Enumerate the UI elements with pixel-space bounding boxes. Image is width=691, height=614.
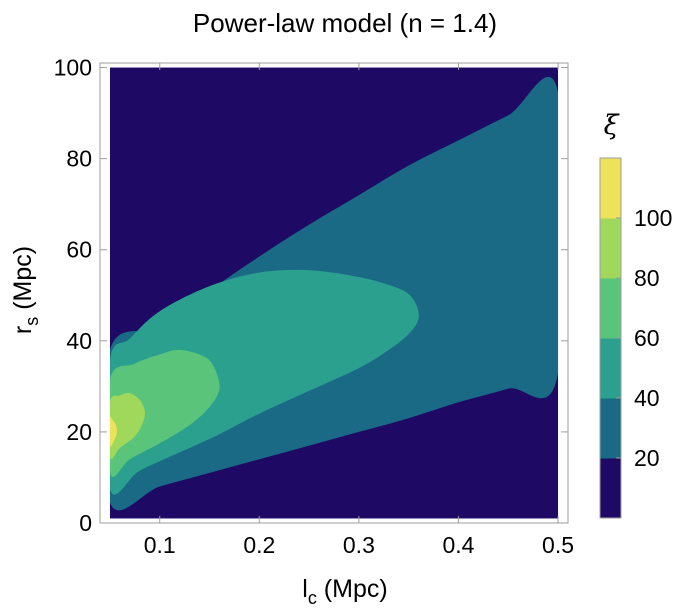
colorbar-swatch-60 [600,338,621,399]
colorbar-swatch-100 [600,218,621,279]
colorbar-tick-label: 40 [634,385,660,411]
y-axis-label: rs (Mpc) [9,246,42,334]
colorbar-tick-label: 20 [634,445,660,471]
colorbar-swatch-20 [600,458,621,519]
colorbar-swatch-120 [600,158,621,219]
colorbar-tick-label: 60 [634,325,660,351]
y-tick-label: 20 [66,419,92,445]
x-tick-label: 0.1 [144,532,176,558]
x-axis: 0.1 0.2 0.3 0.4 0.5 [144,63,574,558]
x-axis-label-main: l [302,575,308,603]
y-tick-label: 0 [79,510,92,536]
y-tick-label: 40 [66,328,92,354]
contour-band-80 [109,393,145,460]
colorbar-swatch-80 [600,278,621,339]
y-axis-label-unit: (Mpc) [9,246,37,317]
colorbar-swatch-40 [600,398,621,459]
y-axis-label-sub: s [22,317,42,326]
plot-region [109,67,559,519]
x-axis-label-unit: (Mpc) [317,575,388,603]
x-axis-label-sub: c [308,588,317,608]
colorbar-tick-label: 100 [634,205,672,231]
chart-title: Power-law model (n = 1.4) [193,8,497,38]
y-tick-label: 80 [66,146,92,172]
y-axis: 0 20 40 60 80 100 [54,55,568,536]
x-tick-label: 0.4 [442,532,474,558]
x-axis-label: lc (Mpc) [302,575,387,608]
colorbar: 20 40 60 80 100 [599,157,672,519]
x-tick-label: 0.5 [542,532,574,558]
x-tick-label: 0.2 [243,532,275,558]
contour-band-60 [109,349,220,478]
y-axis-label-main: r [9,326,37,334]
contour-band-40 [109,269,419,495]
colorbar-tick-label: 80 [634,265,660,291]
plot-frame [99,62,569,524]
y-tick-label: 60 [66,237,92,263]
contour-band-100 [109,416,117,447]
x-tick-label: 0.3 [343,532,375,558]
colorbar-title: ξ [604,110,620,141]
y-tick-label: 100 [54,55,92,81]
